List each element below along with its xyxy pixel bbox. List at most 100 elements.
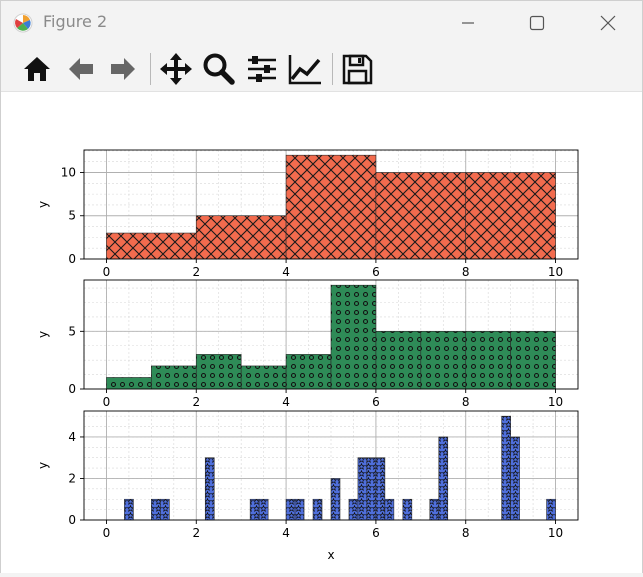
- forward-icon: [111, 58, 135, 80]
- histogram-bar[interactable]: [510, 331, 556, 390]
- histogram-bar[interactable]: [510, 436, 520, 521]
- histogram-bar[interactable]: [501, 415, 511, 521]
- y-tick-label: 4: [68, 430, 76, 444]
- subplot-2[interactable]: 0 2 4 6 8 10 0 5 y: [36, 279, 579, 409]
- home-icon: [24, 57, 50, 81]
- histogram-bar[interactable]: [348, 498, 359, 521]
- close-icon: [600, 15, 616, 31]
- window-title: Figure 2: [43, 12, 108, 31]
- subplot-1[interactable]: 0 2 4 6 8 10 0 5 10 y: [36, 149, 579, 279]
- back-button[interactable]: [63, 51, 99, 87]
- y-tick-label: 5: [68, 324, 76, 338]
- histogram-bar[interactable]: [465, 331, 511, 390]
- histogram-bar[interactable]: [465, 172, 556, 260]
- x-axis-label: x: [327, 548, 334, 562]
- maximize-icon: [529, 15, 545, 31]
- edit-axis-button[interactable]: [287, 51, 323, 87]
- x-tick-label: 4: [282, 265, 290, 279]
- matplotlib-logo-icon: [13, 13, 33, 33]
- histogram-bar[interactable]: [294, 498, 305, 521]
- histogram-bar[interactable]: [375, 172, 467, 260]
- x-tick-label: 4: [282, 526, 290, 540]
- x-tick-label: 0: [103, 265, 111, 279]
- histogram-bar[interactable]: [438, 436, 449, 521]
- histogram-bar[interactable]: [330, 284, 377, 390]
- save-button[interactable]: [339, 51, 375, 87]
- title-bar: Figure 2: [1, 1, 642, 45]
- y-tick-label: 0: [68, 252, 76, 266]
- histogram-bar[interactable]: [375, 331, 422, 390]
- x-tick-label: 6: [372, 265, 380, 279]
- y-tick-label: 0: [68, 513, 76, 527]
- histogram-bar[interactable]: [285, 498, 296, 521]
- y-tick-label: 0: [68, 382, 76, 396]
- x-tick-label: 2: [192, 526, 200, 540]
- histogram-bar[interactable]: [366, 457, 377, 521]
- x-tick-label: 8: [462, 265, 470, 279]
- axes-frame: [83, 149, 579, 260]
- histogram-bar[interactable]: [151, 498, 161, 521]
- navigation-toolbar: [1, 45, 642, 92]
- x-tick-label: 0: [103, 526, 111, 540]
- subplot-3[interactable]: 0 2 4 6 8 10 0 2 4 y x: [36, 410, 579, 562]
- configure-subplots-button[interactable]: [244, 51, 280, 87]
- histogram-bar[interactable]: [124, 498, 134, 521]
- x-tick-label: 0: [103, 395, 111, 409]
- histogram-bar[interactable]: [546, 498, 556, 521]
- histogram-bar[interactable]: [285, 354, 332, 390]
- forward-button[interactable]: [105, 51, 141, 87]
- histogram-bar[interactable]: [258, 498, 269, 521]
- histogram-bar[interactable]: [402, 498, 413, 521]
- histogram-bar[interactable]: [312, 498, 323, 521]
- histogram-bar[interactable]: [106, 232, 197, 260]
- histogram-bar[interactable]: [384, 498, 395, 521]
- histogram-bar[interactable]: [420, 331, 467, 390]
- histogram-bar[interactable]: [240, 365, 287, 390]
- histogram-bar[interactable]: [249, 498, 260, 521]
- axes-frame: [83, 279, 579, 390]
- back-icon: [69, 58, 93, 80]
- configure-subplots-icon: [248, 56, 276, 82]
- histogram-bar[interactable]: [375, 457, 386, 521]
- y-axis-label: y: [36, 201, 50, 208]
- histogram-bar[interactable]: [357, 457, 368, 521]
- x-tick-label: 2: [192, 265, 200, 279]
- minimize-icon: [462, 22, 474, 24]
- x-tick-label: 10: [548, 395, 563, 409]
- x-tick-label: 6: [372, 526, 380, 540]
- x-tick-label: 4: [282, 395, 290, 409]
- pan-icon: [160, 53, 192, 85]
- edit-axis-icon: [288, 55, 321, 85]
- figure-canvas[interactable]: 0 2 4 6 8 10 0 5 10 y 0 2 4 6 8 10 0 5 y 0 2 4 6 8 10 0 2 4 y x: [1, 92, 642, 573]
- toolbar-separator: [332, 53, 333, 85]
- x-tick-label: 10: [548, 526, 563, 540]
- x-tick-label: 8: [462, 526, 470, 540]
- histogram-bar[interactable]: [106, 377, 152, 390]
- figure-plot-area[interactable]: 0 2 4 6 8 10 0 5 10 y 0 2 4 6 8 10 0 5 y 0 2 4 6 8 10 0 2 4 y x: [1, 92, 642, 573]
- histogram-bar[interactable]: [160, 498, 170, 521]
- histogram-bar[interactable]: [195, 215, 287, 260]
- y-tick-label: 5: [68, 209, 76, 223]
- zoom-icon: [203, 53, 235, 85]
- x-tick-label: 2: [192, 395, 200, 409]
- save-icon: [342, 54, 373, 85]
- zoom-button[interactable]: [201, 51, 237, 87]
- minimize-button[interactable]: [445, 7, 491, 39]
- histogram-bar[interactable]: [330, 478, 341, 521]
- axes-frame: [83, 410, 579, 521]
- histogram-bar[interactable]: [285, 154, 377, 260]
- maximize-button[interactable]: [514, 7, 560, 39]
- y-tick-label: 10: [61, 165, 76, 179]
- x-tick-label: 10: [548, 265, 563, 279]
- histogram-bar[interactable]: [195, 354, 242, 390]
- histogram-bar[interactable]: [204, 457, 215, 521]
- x-tick-label: 8: [462, 395, 470, 409]
- toolbar-separator: [150, 53, 151, 85]
- y-axis-label: y: [36, 331, 50, 338]
- pan-button[interactable]: [158, 51, 194, 87]
- home-button[interactable]: [19, 51, 55, 87]
- histogram-bar[interactable]: [429, 498, 440, 521]
- histogram-bar[interactable]: [151, 365, 197, 390]
- close-button[interactable]: [585, 7, 631, 39]
